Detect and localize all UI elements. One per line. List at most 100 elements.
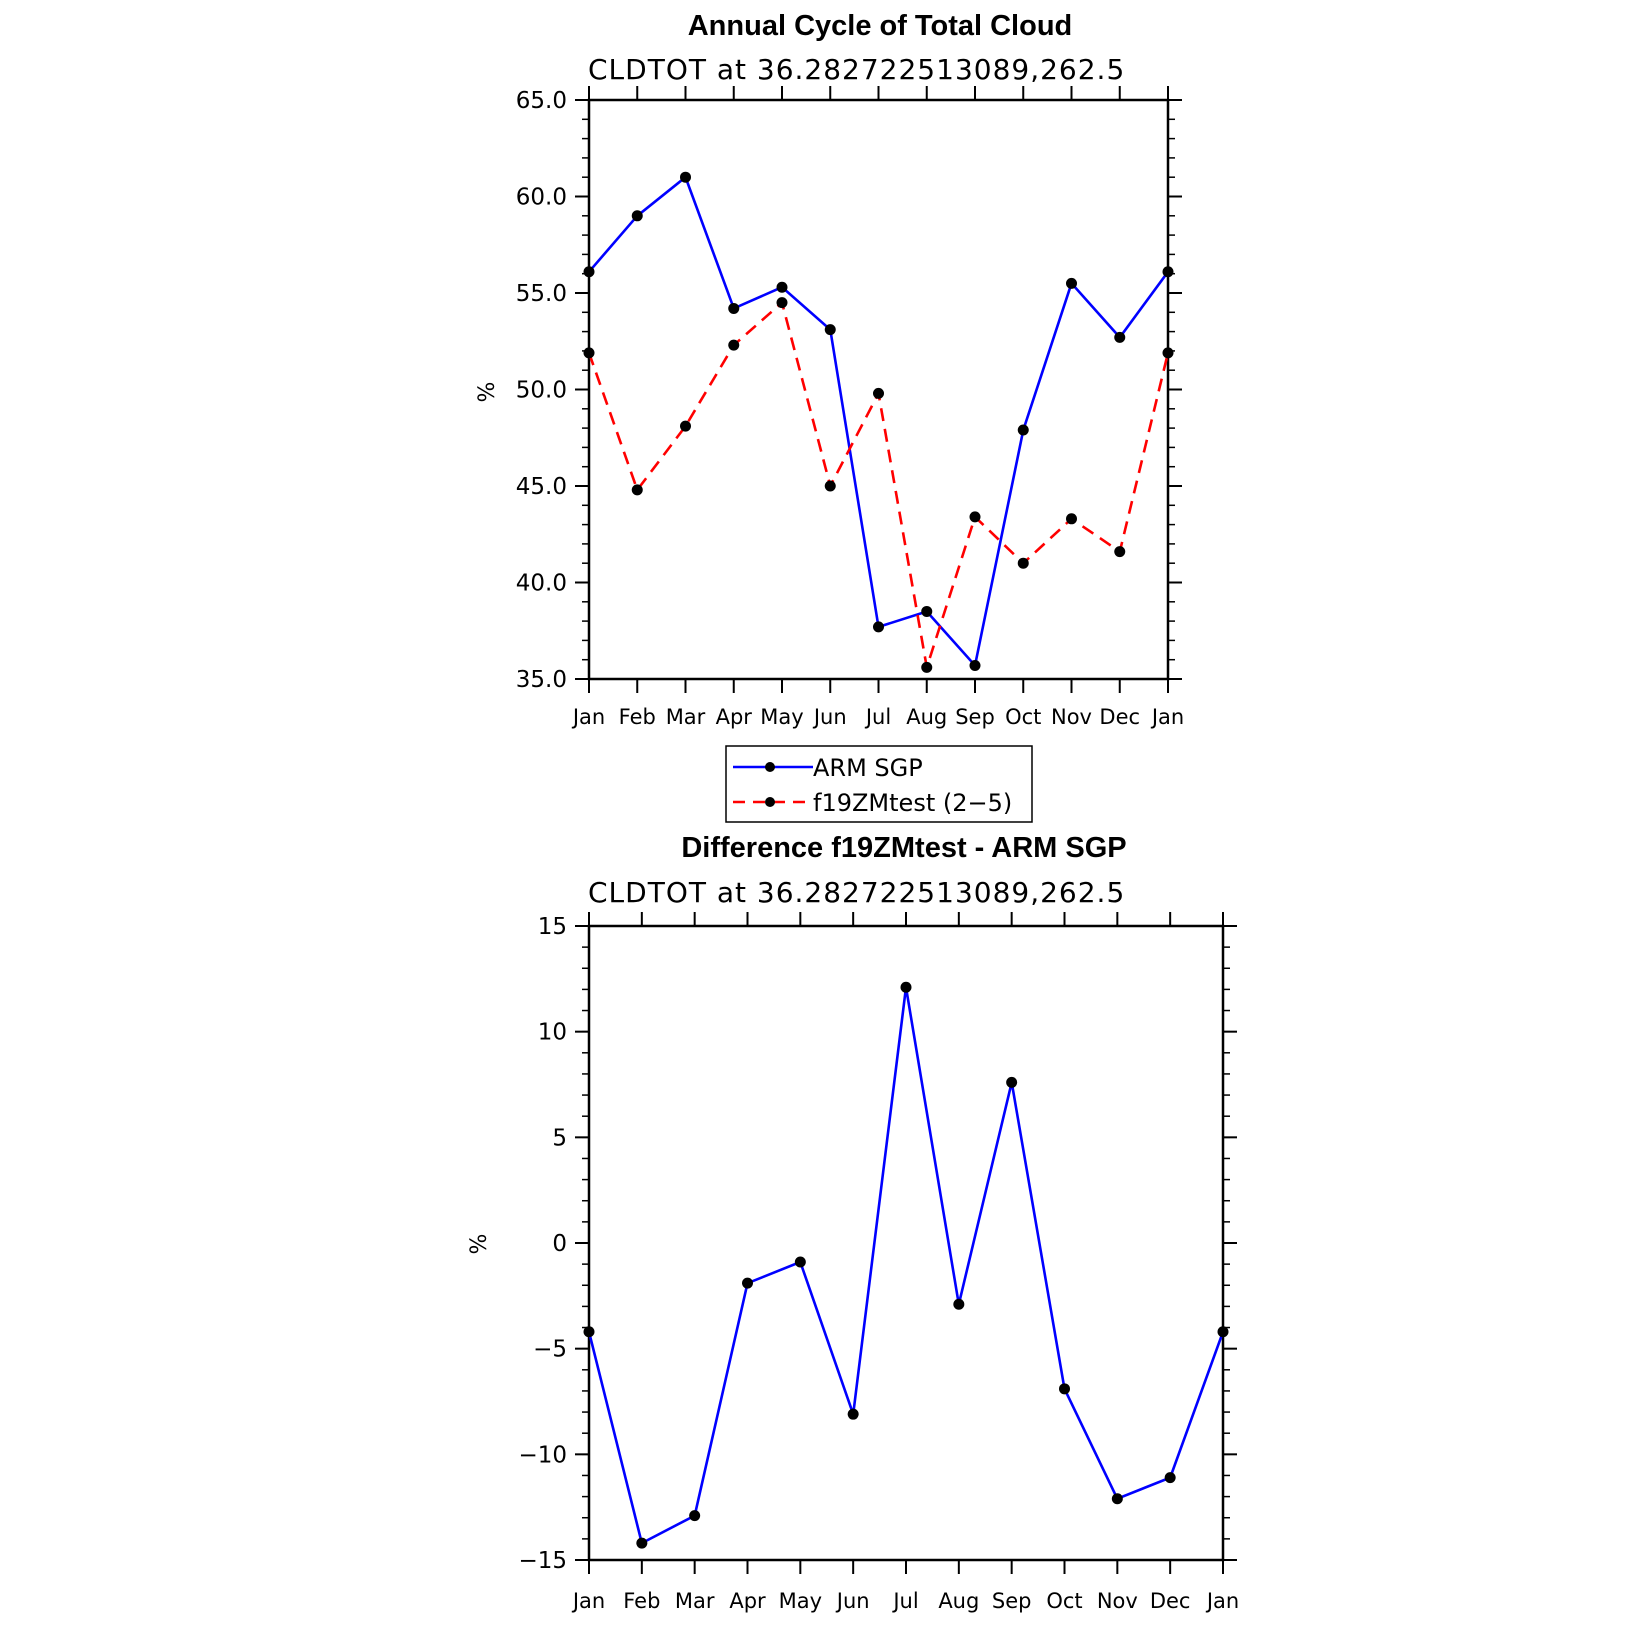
x-tick-label: Jul	[864, 705, 891, 729]
data-point	[794, 1256, 806, 1268]
y-tick-label: 60.0	[516, 185, 567, 211]
data-point	[776, 281, 788, 293]
series-line	[587, 300, 1170, 668]
legend-box	[725, 745, 1033, 823]
data-point	[1066, 513, 1077, 525]
data-point	[1066, 277, 1077, 289]
data-point	[1217, 1326, 1229, 1338]
y-tick-label: 5	[552, 1125, 567, 1151]
x-tick-label: Jun	[835, 1589, 870, 1613]
chart-title: Difference f19ZMtest - ARM SGP	[681, 832, 1126, 864]
axes: 35.0 40.0 45.0 50.0 55.0 60.0 65.0 Jan Feb Mar Apr…	[516, 86, 1184, 729]
annual-cycle-chart: Annual Cycle of Total Cloud CLDTOT at 36…	[475, 10, 1184, 729]
x-tick-label: Jan	[571, 1589, 605, 1613]
data-point	[1006, 1076, 1018, 1088]
y-tick-label: −15	[518, 1548, 567, 1574]
x-tick-label: Apr	[729, 1589, 766, 1613]
y-tick-label: 55.0	[516, 281, 567, 307]
data-point	[1059, 1383, 1070, 1395]
y-tick-label: 45.0	[516, 474, 567, 500]
x-tick-label: Sep	[992, 1589, 1032, 1613]
legend-marker-f19zmtest	[765, 797, 775, 807]
data-point	[900, 981, 912, 993]
data-point	[921, 661, 933, 673]
data-point	[680, 420, 691, 432]
data-point	[969, 511, 981, 523]
data-point	[824, 480, 836, 492]
x-tick-label: May	[760, 705, 803, 729]
legend: ARM SGP f19ZMtest (2−5)	[725, 745, 1033, 823]
data-point	[1114, 546, 1126, 558]
y-tick-label: −5	[533, 1337, 567, 1363]
y-tick-label: 0	[552, 1231, 567, 1257]
data-point	[728, 302, 740, 314]
x-tick-label: Jan	[1205, 1589, 1239, 1613]
y-tick-label: 15	[538, 914, 567, 940]
x-tick-label: Jan	[1150, 705, 1184, 729]
y-tick-label: 65.0	[516, 88, 567, 114]
data-point	[969, 659, 981, 671]
data-point	[728, 339, 740, 351]
x-tick-label: Jan	[571, 705, 605, 729]
x-tick-label: Mar	[666, 705, 706, 729]
difference-chart: Difference f19ZMtest - ARM SGP CLDTOT at…	[467, 832, 1239, 1613]
y-tick-label: 50.0	[516, 378, 567, 404]
data-point	[1111, 1493, 1123, 1505]
x-tick-label: Sep	[955, 705, 995, 729]
x-tick-label: Aug	[906, 705, 947, 729]
series-line	[588, 175, 1170, 669]
x-tick-label: Dec	[1099, 705, 1140, 729]
data-point	[776, 297, 788, 309]
data-point	[1164, 1472, 1176, 1484]
x-tick-label: Nov	[1051, 705, 1092, 729]
y-tick-label: 35.0	[516, 667, 567, 693]
x-tick-label: Oct	[1046, 1589, 1082, 1613]
x-tick-label: Feb	[623, 1589, 660, 1613]
y-axis-label: %	[467, 1234, 492, 1255]
x-tick-label: Feb	[619, 705, 656, 729]
y-axis-label: %	[475, 382, 500, 403]
plot-frame	[587, 924, 1225, 1562]
x-tick-label: Dec	[1150, 1589, 1191, 1613]
series-line	[587, 987, 1225, 1546]
data-point	[631, 484, 643, 496]
chart-subtitle: CLDTOT at 36.282722513089,262.5	[588, 876, 1125, 909]
chart-title: Annual Cycle of Total Cloud	[688, 10, 1073, 42]
data-point	[583, 347, 595, 359]
y-tick-label: −10	[518, 1442, 567, 1468]
x-tick-label: Mar	[675, 1589, 715, 1613]
data-point	[680, 171, 691, 183]
x-tick-label: May	[779, 1589, 822, 1613]
legend-label-arm-sgp: ARM SGP	[813, 754, 923, 782]
data-point	[847, 1408, 859, 1420]
data-point	[1017, 424, 1029, 436]
x-tick-label: Jul	[891, 1589, 918, 1613]
data-point	[873, 387, 884, 399]
data-point	[1017, 557, 1029, 569]
data-point	[689, 1510, 701, 1522]
x-tick-label: Nov	[1097, 1589, 1138, 1613]
x-tick-label: Oct	[1005, 705, 1041, 729]
series-layer	[583, 981, 1229, 1549]
axes: −15 −10 −5 0 5 10 15 Jan Feb Mar Apr May Jun Jul Aug Se…	[518, 912, 1239, 1613]
data-point	[824, 324, 836, 336]
data-point	[1114, 331, 1126, 343]
data-point	[583, 1326, 595, 1338]
data-point	[583, 266, 595, 278]
data-point	[636, 1537, 648, 1549]
data-point	[631, 210, 643, 222]
y-tick-label: 40.0	[516, 571, 567, 597]
x-tick-label: Apr	[716, 705, 753, 729]
series-layer	[583, 171, 1174, 673]
x-tick-label: Aug	[938, 1589, 979, 1613]
data-point	[1162, 347, 1174, 359]
x-tick-label: Jun	[812, 705, 847, 729]
data-point	[921, 605, 933, 617]
data-point	[953, 1298, 965, 1310]
legend-marker-arm-sgp	[765, 762, 775, 772]
data-point	[742, 1277, 753, 1289]
y-tick-label: 10	[538, 1020, 567, 1046]
chart-subtitle: CLDTOT at 36.282722513089,262.5	[588, 53, 1125, 86]
data-point	[873, 621, 884, 633]
